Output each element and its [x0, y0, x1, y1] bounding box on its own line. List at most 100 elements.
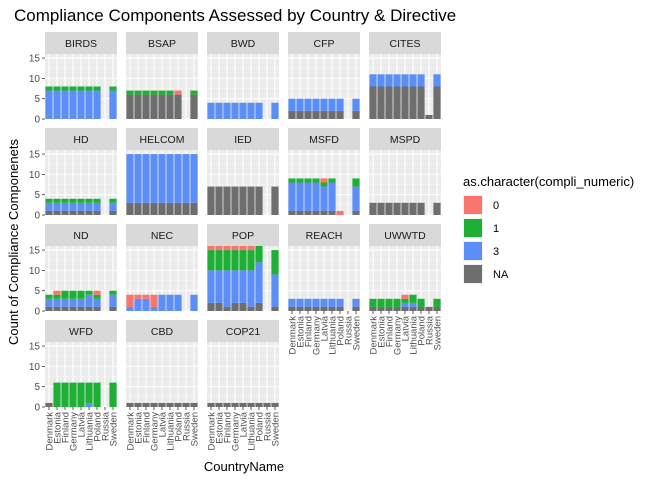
bar-bsap-finland-na [142, 94, 150, 119]
strip-label-cites: CITES [390, 38, 421, 50]
bar-birds-estonia-3 [53, 90, 61, 119]
x-tick-label-latvia: Latvia [401, 315, 412, 341]
bar-helcom-poland-3 [174, 154, 182, 203]
bar-pop-poland-1 [255, 246, 263, 263]
bar-cfp-germany-na [312, 110, 320, 119]
bar-cbd-germany-na [150, 402, 158, 407]
bar-mspd-poland-na [417, 202, 425, 215]
bar-bsap-denmark-na [126, 94, 134, 119]
bar-helcom-latvia-3 [158, 154, 166, 203]
bar-hd-finland-3 [61, 202, 69, 211]
bar-hd-sweden-3 [109, 202, 117, 211]
bar-birds-denmark-1 [45, 86, 53, 91]
bar-nec-latvia-3 [158, 294, 166, 311]
bar-uwwtd-denmark-1 [369, 298, 377, 307]
y-tick-label: 5 [34, 94, 40, 105]
bar-pop-lithuania-1 [247, 250, 255, 271]
strip-label-birds: BIRDS [65, 38, 97, 50]
bar-msfd-finland-1 [304, 178, 312, 183]
bar-birds-germany-3 [69, 90, 77, 119]
bar-cfp-latvia-3 [320, 98, 328, 111]
bar-mspd-estonia-na [377, 202, 385, 215]
bar-pop-finland-3 [223, 270, 231, 307]
bar-helcom-germany-na [150, 202, 158, 215]
x-tick-label-poland: Poland [417, 316, 428, 346]
bar-pop-estonia-na [215, 302, 223, 311]
bar-helcom-denmark-3 [126, 154, 134, 203]
bar-birds-latvia-3 [77, 90, 85, 119]
bar-msfd-latvia-na [320, 210, 328, 215]
bar-birds-finland-1 [61, 86, 69, 91]
bar-helcom-latvia-na [158, 202, 166, 215]
bar-nd-latvia-3 [77, 298, 85, 307]
bar-cites-lithuania-na [409, 86, 417, 119]
strip-reach [288, 224, 360, 246]
bar-nec-estonia-3 [134, 298, 142, 311]
bar-helcom-sweden-na [190, 202, 198, 215]
bar-msfd-finland-3 [304, 182, 312, 211]
bar-hd-denmark-3 [45, 202, 53, 211]
bar-nec-sweden-3 [190, 294, 198, 311]
bar-hd-germany-1 [69, 198, 77, 203]
y-tick-label: 10 [29, 170, 41, 181]
x-tick-label-denmark: Denmark [288, 316, 299, 355]
bar-hd-sweden-na [109, 210, 117, 215]
bar-birds-lithuania-3 [85, 90, 93, 119]
panel-cop21: COP21 DenmarkEstoniaFinlandGermanyLatviaL… [207, 320, 282, 451]
bar-birds-poland-3 [93, 90, 101, 119]
x-tick-label-estonia: Estonia [377, 315, 388, 347]
bar-helcom-estonia-na [134, 202, 142, 215]
bar-msfd-denmark-1 [288, 178, 296, 183]
x-tick-label-finland: Finland [223, 412, 234, 443]
bar-bsap-lithuania-1 [166, 90, 174, 95]
bar-nd-poland-0 [93, 290, 101, 295]
bar-nd-finland-1 [61, 290, 69, 299]
bar-ied-denmark-na [207, 186, 215, 215]
bar-msfd-denmark-3 [288, 182, 296, 211]
bar-bwd-germany-3 [231, 102, 239, 119]
bar-nec-denmark-0 [126, 294, 134, 307]
panel-helcom: HELCOM [126, 128, 198, 216]
bar-pop-estonia-0 [215, 246, 223, 251]
bar-pop-germany-3 [231, 270, 239, 303]
legend-swatch-0 [464, 196, 482, 214]
x-tick-label-lithuania: Lithuania [328, 315, 339, 354]
bar-bwd-poland-3 [255, 102, 263, 119]
bar-uwwtd-finland-1 [385, 298, 393, 307]
strip-nec [126, 224, 198, 246]
bar-cites-estonia-na [377, 86, 385, 119]
bar-cfp-lithuania-na [328, 110, 336, 119]
bar-cfp-latvia-na [320, 110, 328, 119]
bar-cfp-finland-na [304, 110, 312, 119]
bar-cbd-finland-na [142, 402, 150, 407]
bar-msfd-poland-0 [336, 210, 344, 215]
bar-cites-denmark-na [369, 86, 377, 119]
bar-bwd-lithuania-3 [247, 102, 255, 119]
bar-nec-estonia-0 [134, 294, 142, 299]
strip-label-cfp: CFP [314, 38, 335, 50]
strip-ied [207, 128, 279, 150]
bar-ied-estonia-na [215, 186, 223, 215]
bar-bsap-estonia-1 [134, 90, 142, 95]
bar-pop-lithuania-na [247, 306, 255, 311]
bar-pop-germany-1 [231, 250, 239, 271]
strip-label-wfd: WFD [69, 326, 93, 338]
bar-cfp-sweden-na [352, 110, 360, 119]
bar-mspd-latvia-na [401, 202, 409, 215]
bar-bsap-latvia-na [158, 94, 166, 119]
bar-msfd-germany-1 [312, 178, 320, 183]
bar-cfp-poland-na [336, 110, 344, 119]
x-tick-label-poland: Poland [174, 412, 185, 442]
bar-uwwtd-estonia-na [377, 306, 385, 311]
bar-nd-germany-3 [69, 298, 77, 307]
bar-cbd-lithuania-na [166, 402, 174, 407]
bar-uwwtd-lithuania-3 [409, 302, 417, 307]
bar-pop-germany-0 [231, 246, 239, 251]
x-tick-label-germany: Germany [150, 412, 161, 451]
bar-pop-sweden-3 [271, 274, 279, 307]
bar-pop-sweden-1 [271, 250, 279, 275]
bar-msfd-estonia-na [296, 210, 304, 215]
bar-cop21-lithuania-na [247, 402, 255, 407]
bar-msfd-germany-3 [312, 182, 320, 211]
